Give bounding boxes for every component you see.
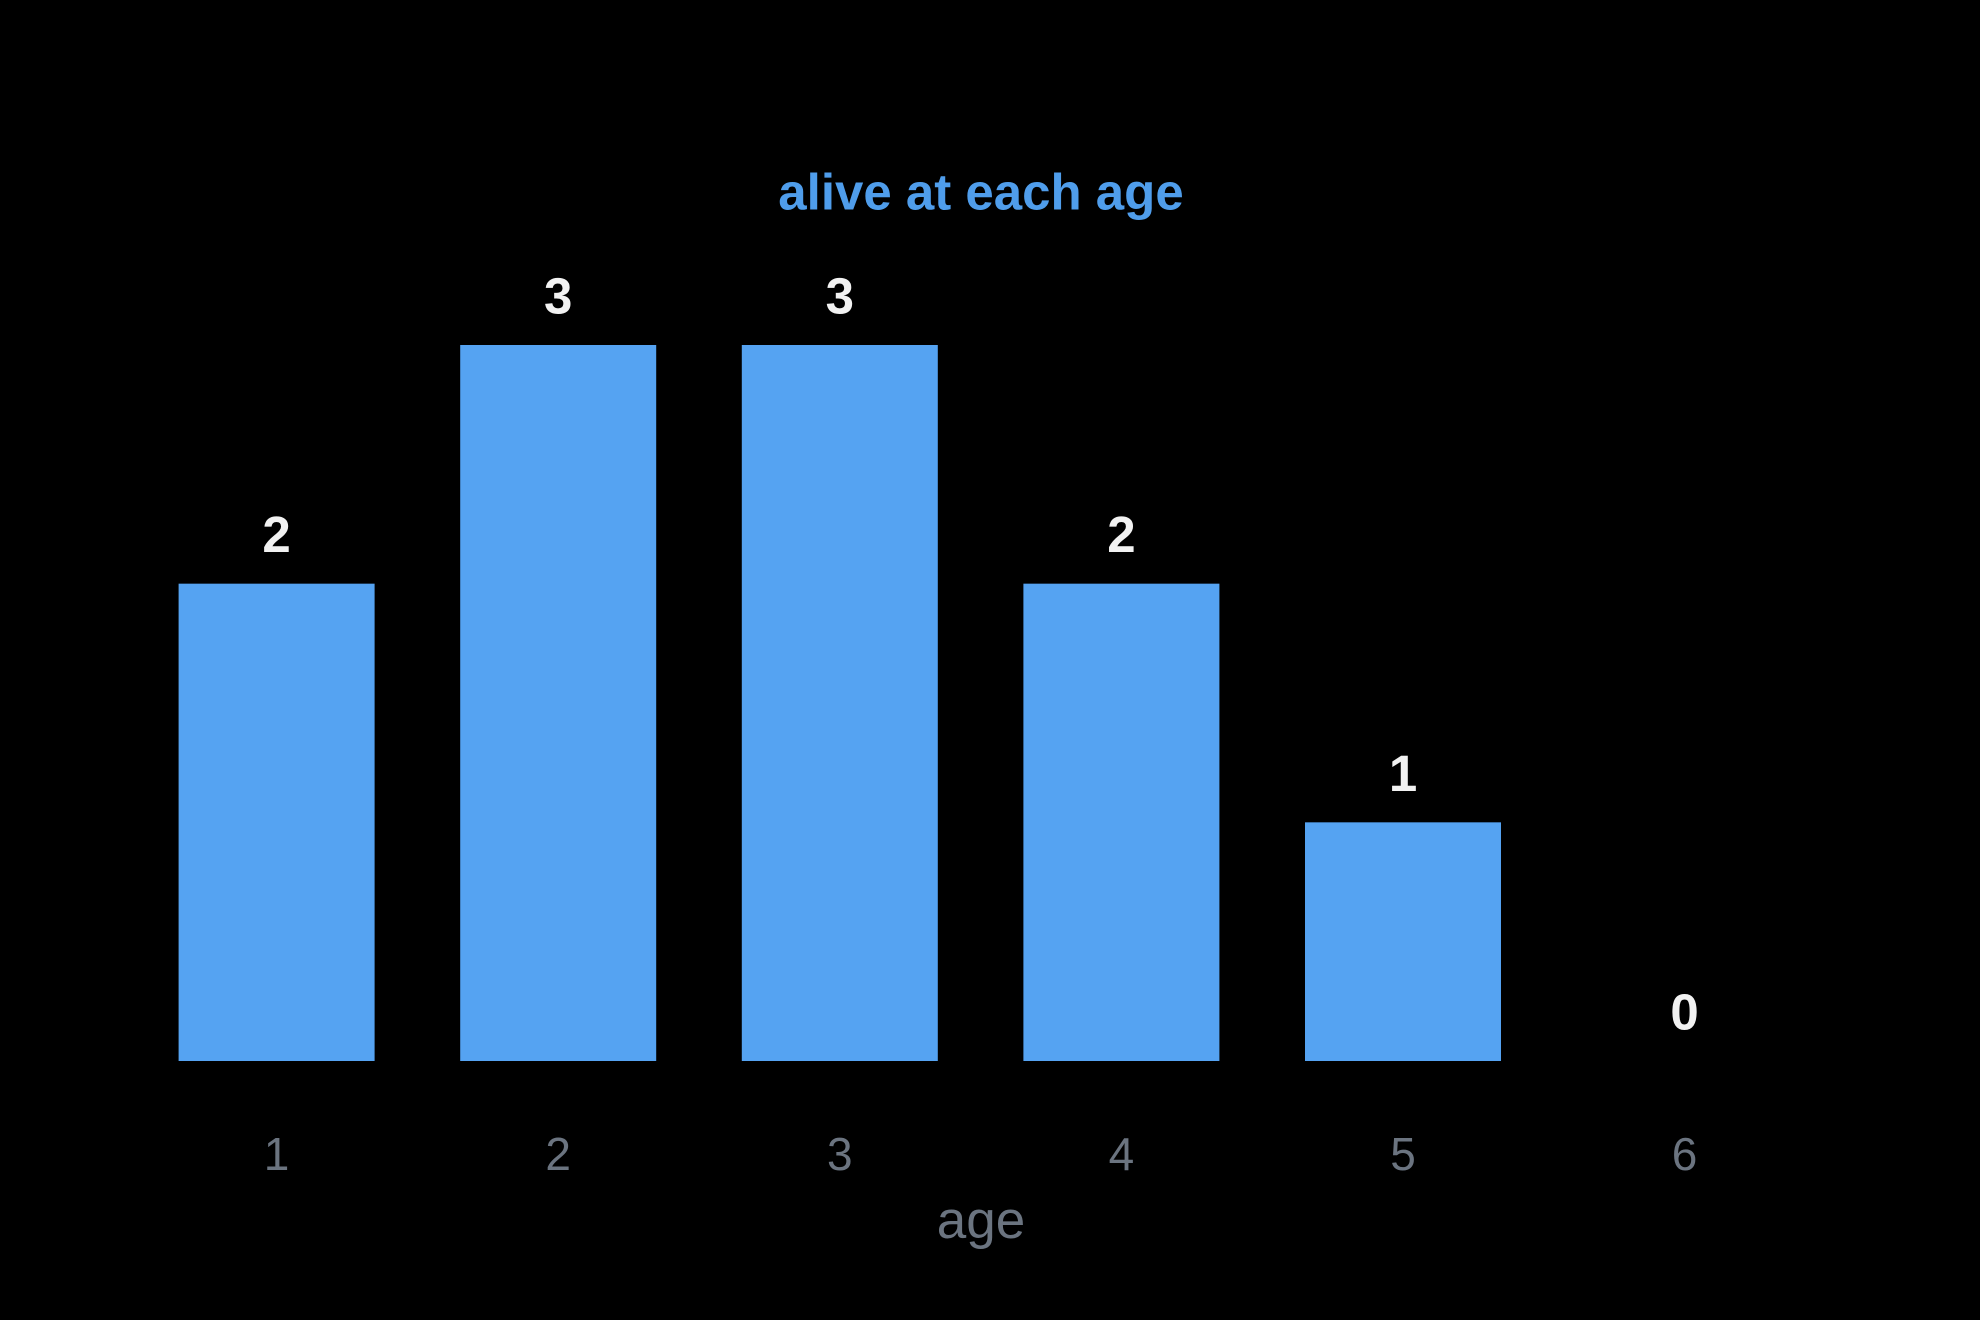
chart-title: alive at each age bbox=[778, 163, 1183, 220]
x-tick-label: 4 bbox=[1109, 1128, 1135, 1180]
value-label: 3 bbox=[544, 267, 572, 324]
value-label: 1 bbox=[1389, 745, 1417, 802]
x-tick-label: 3 bbox=[827, 1128, 853, 1180]
bar bbox=[460, 345, 657, 1061]
value-label: 0 bbox=[1670, 983, 1698, 1040]
value-label: 2 bbox=[1107, 506, 1135, 563]
x-tick-label: 2 bbox=[545, 1128, 571, 1180]
value-label: 2 bbox=[262, 506, 290, 563]
x-tick-label: 5 bbox=[1390, 1128, 1416, 1180]
bar bbox=[1305, 822, 1501, 1061]
x-tick-label: 1 bbox=[264, 1128, 290, 1180]
bar bbox=[741, 345, 938, 1061]
bar bbox=[178, 583, 375, 1061]
x-axis-label: age bbox=[937, 1191, 1025, 1250]
x-tick-label: 6 bbox=[1672, 1128, 1698, 1180]
bar bbox=[1023, 583, 1220, 1061]
value-label: 3 bbox=[826, 267, 854, 324]
